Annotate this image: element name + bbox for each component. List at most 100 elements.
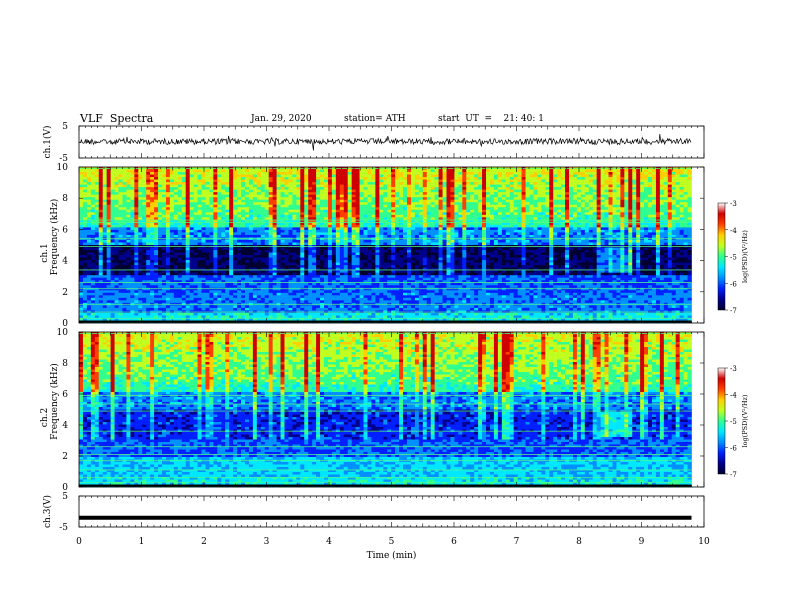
spectrogram-cell xyxy=(146,239,151,243)
spectrogram-cell xyxy=(241,179,246,183)
spectrogram-cell xyxy=(233,207,238,211)
spectrogram-cell xyxy=(501,217,507,221)
spectrogram-cell xyxy=(98,212,104,216)
spectrogram-cell xyxy=(537,212,542,216)
spectrogram-cell xyxy=(244,209,250,213)
spectrogram-cell xyxy=(391,204,396,208)
spectrogram-cell xyxy=(79,242,84,246)
spectrogram-cell xyxy=(343,207,349,211)
spectrogram-cell xyxy=(434,232,439,236)
spectrogram-cell xyxy=(272,197,277,201)
spectrogram-cell xyxy=(683,232,688,236)
spectrogram-cell xyxy=(501,179,507,183)
spectrogram-cell xyxy=(110,217,115,221)
spectrogram-cell xyxy=(529,242,534,246)
spectrogram-cell xyxy=(430,184,435,188)
spectrogram-cell xyxy=(312,209,317,213)
spectrogram-cell xyxy=(201,207,206,211)
spectrogram-cell xyxy=(395,204,400,208)
spectrogram-cell xyxy=(569,174,574,178)
spectrogram-cell xyxy=(233,197,238,201)
spectrogram-cell xyxy=(142,209,147,213)
spectrogram-cell xyxy=(576,184,582,188)
spectrogram-cell xyxy=(189,247,194,251)
spectrogram-cell xyxy=(169,204,175,208)
spectrogram-cell xyxy=(126,242,131,246)
spectrogram-cell xyxy=(146,199,151,203)
spectrogram-cell xyxy=(588,199,594,203)
spectrogram-cell xyxy=(138,182,143,185)
spectrogram-cell xyxy=(292,197,297,201)
spectrogram-cell xyxy=(276,239,281,243)
spectrogram-cell xyxy=(343,222,349,226)
spectrogram-cell xyxy=(217,232,222,236)
spectrogram-cell xyxy=(584,222,590,226)
spectrogram-cell xyxy=(474,189,479,193)
spectrogram-cell xyxy=(213,187,218,190)
spectrogram-cell xyxy=(126,204,131,208)
spectrogram-cell xyxy=(561,227,566,231)
spectrogram-cell xyxy=(316,204,321,208)
spectrogram-cell xyxy=(454,169,459,173)
spectrogram-cell xyxy=(580,177,586,180)
spectrogram-cell xyxy=(335,179,341,183)
spectrogram-cell xyxy=(569,224,574,228)
spectrogram-cell xyxy=(596,194,601,198)
spectrogram-cell xyxy=(537,197,542,201)
spectrogram-cell xyxy=(541,212,546,216)
spectrogram-cell xyxy=(225,179,230,183)
spectrogram-cell xyxy=(98,187,104,190)
spectrogram-cell xyxy=(403,204,408,208)
spectrogram-cell xyxy=(201,222,206,226)
spectrogram-cell xyxy=(146,197,151,201)
spectrogram-cell xyxy=(493,214,499,218)
spectrogram-cell xyxy=(173,172,179,175)
spectrogram-cell xyxy=(497,187,503,190)
spectrogram-cell xyxy=(367,192,372,195)
spectrogram-cell xyxy=(284,172,289,175)
spectrogram-cell xyxy=(541,229,546,233)
spectrogram-cell xyxy=(379,234,384,238)
spectrogram-cell xyxy=(486,202,491,206)
spectrogram-cell xyxy=(106,179,111,183)
spectrogram-cell xyxy=(557,214,562,218)
spectrogram-cell xyxy=(237,242,242,246)
spectrogram-cell xyxy=(173,239,179,243)
spectrogram-cell xyxy=(644,192,649,195)
spectrogram-cell xyxy=(458,187,463,190)
spectrogram-cell xyxy=(608,229,613,233)
spectrogram-cell xyxy=(683,209,688,213)
spectrogram-cell xyxy=(478,177,483,180)
spectrogram-cell xyxy=(221,184,226,188)
spectrogram-cell xyxy=(529,222,534,226)
spectrogram-cell xyxy=(161,172,167,175)
spectrogram-cell xyxy=(454,187,459,190)
spectrogram-cell xyxy=(367,227,372,231)
spectrogram-cell xyxy=(442,202,447,206)
spectrogram-cell xyxy=(399,184,404,188)
spectrogram-cell xyxy=(205,212,210,216)
spectrogram-cell xyxy=(146,207,151,211)
spectrogram-cell xyxy=(221,172,226,175)
spectrogram-cell xyxy=(612,192,617,195)
spectrogram-cell xyxy=(181,222,186,226)
spectrogram-cell xyxy=(264,169,269,173)
spectrogram-cell xyxy=(679,219,684,223)
spectrogram-cell xyxy=(280,182,285,185)
spectrogram-cell xyxy=(426,169,431,173)
spectrogram-cell xyxy=(79,192,84,195)
spectrogram-cell xyxy=(572,239,578,243)
spectrogram-cell xyxy=(371,197,376,201)
spectrogram-cell xyxy=(549,194,554,198)
spectrogram-cell xyxy=(569,242,574,246)
spectrogram-cell xyxy=(395,169,400,173)
spectrogram-cell xyxy=(197,232,202,236)
spectrogram-cell xyxy=(624,177,629,180)
spectrogram-cell xyxy=(442,234,447,238)
spectrogram-cell xyxy=(632,184,637,188)
spectrogram-cell xyxy=(205,187,210,190)
spectrogram-cell xyxy=(114,192,119,195)
spectrogram-cell xyxy=(501,169,507,173)
spectrogram-cell xyxy=(410,177,416,180)
spectrogram-cell xyxy=(640,219,645,223)
